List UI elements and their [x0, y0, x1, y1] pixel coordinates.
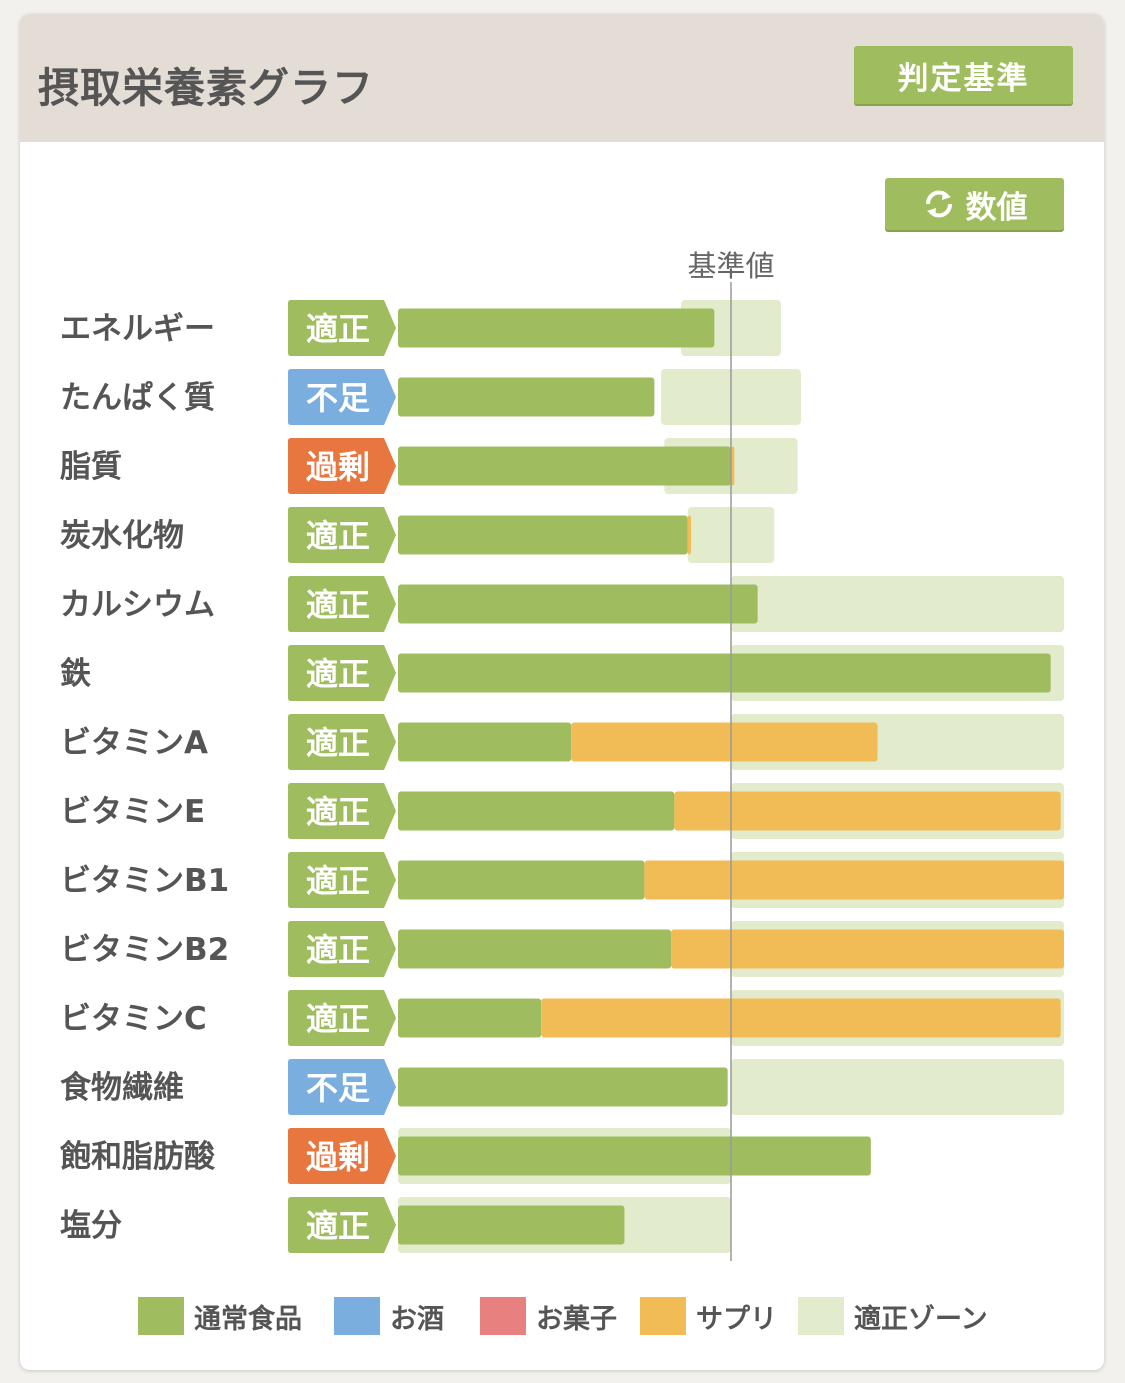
bar-supplement — [674, 791, 1061, 831]
nutrient-label: ビタミンA — [60, 725, 208, 761]
chart-legend: 通常食品 お酒 お菓子 サプリ 適正ゾーン — [20, 1296, 1104, 1336]
status-badge-label: 適正 — [306, 655, 370, 693]
status-badge — [288, 783, 396, 839]
legend-label: 通常食品 — [194, 1303, 302, 1335]
legend-swatch — [798, 1297, 844, 1335]
status-badge-label: 適正 — [306, 1000, 370, 1038]
nutrient-label: たんぱく質 — [60, 380, 215, 416]
legend-item: 適正ゾーン — [798, 1296, 988, 1336]
status-badge-label: 適正 — [306, 586, 370, 624]
bar-normal-food — [398, 446, 731, 486]
status-badge-label: 適正 — [306, 793, 370, 831]
legend-item: サプリ — [640, 1296, 777, 1336]
nutrient-label: ビタミンE — [60, 794, 205, 830]
values-button-label: 数値 — [965, 189, 1028, 226]
status-badge — [288, 300, 396, 356]
bar-normal-food — [398, 1067, 728, 1107]
status-badge — [288, 576, 396, 632]
nutrient-label: 飽和脂肪酸 — [60, 1139, 216, 1175]
bar-supplement — [571, 722, 878, 762]
legend-label: お酒 — [390, 1303, 444, 1335]
legend-label: サプリ — [696, 1303, 777, 1335]
proper-zone-band — [731, 576, 1064, 632]
status-badge — [288, 369, 396, 425]
nutrient-label: 塩分 — [60, 1208, 122, 1244]
status-badge-label: 不足 — [306, 379, 370, 417]
criteria-button[interactable]: 判定基準 — [854, 46, 1073, 104]
status-badge — [288, 1197, 396, 1253]
status-badge — [288, 1128, 396, 1184]
nutrient-label: ビタミンC — [60, 1001, 207, 1037]
legend-swatch — [640, 1297, 686, 1335]
bar-normal-food — [398, 998, 542, 1038]
reference-label: 基準値 — [687, 249, 774, 283]
status-badge-label: 適正 — [306, 1207, 370, 1245]
bar-supplement — [671, 929, 1064, 969]
status-badge — [288, 1059, 396, 1115]
legend-swatch — [480, 1297, 526, 1335]
legend-swatch — [334, 1297, 380, 1335]
legend-item: 通常食品 — [138, 1296, 302, 1336]
status-badge — [288, 438, 396, 494]
legend-item: お酒 — [334, 1296, 444, 1336]
bar-normal-food — [398, 584, 758, 624]
status-badge — [288, 645, 396, 701]
status-badge-label: 適正 — [306, 931, 370, 969]
bar-supplement — [541, 998, 1061, 1038]
nutrient-label: 脂質 — [60, 449, 122, 485]
legend-label: お菓子 — [536, 1303, 617, 1335]
bar-normal-food — [398, 1136, 871, 1176]
status-badge-label: 過剰 — [306, 448, 370, 486]
status-badge-label: 適正 — [306, 724, 370, 762]
bar-supplement — [731, 446, 735, 486]
status-badge — [288, 852, 396, 908]
bar-normal-food — [398, 1205, 625, 1245]
status-badge — [288, 921, 396, 977]
bar-normal-food — [398, 377, 655, 417]
status-badge — [288, 507, 396, 563]
bar-normal-food — [398, 929, 672, 969]
nutrient-label: 炭水化物 — [60, 518, 184, 554]
legend-swatch — [138, 1297, 184, 1335]
nutrient-label: カルシウム — [60, 587, 215, 623]
status-badge — [288, 714, 396, 770]
bar-normal-food — [398, 515, 688, 555]
status-badge-label: 不足 — [306, 1069, 370, 1107]
status-badge-label: 適正 — [306, 310, 370, 348]
status-badge-label: 過剰 — [306, 1138, 370, 1176]
bar-supplement — [644, 860, 1064, 900]
values-toggle-button[interactable]: 数値 — [885, 178, 1064, 230]
bar-normal-food — [398, 653, 1051, 693]
bar-normal-food — [398, 722, 572, 762]
refresh-icon — [925, 190, 952, 218]
nutrient-label: ビタミンB2 — [60, 932, 229, 968]
status-badge-label: 適正 — [306, 862, 370, 900]
nutrient-graph-card: 摂取栄養素グラフ 判定基準 数値 エネルギー 適正 たんぱく質 不足 脂質 過剰 炭水化物適… — [20, 14, 1104, 1370]
nutrient-label: 食物繊維 — [60, 1070, 184, 1106]
legend-item: お菓子 — [480, 1296, 617, 1336]
legend-label: 適正ゾーン — [854, 1303, 988, 1335]
bar-normal-food — [398, 860, 645, 900]
nutrient-label: エネルギー — [60, 311, 215, 347]
card-header: 摂取栄養素グラフ 判定基準 — [20, 14, 1104, 142]
nutrient-label: 鉄 — [60, 656, 91, 692]
bar-normal-food — [398, 791, 675, 831]
page-title: 摂取栄養素グラフ — [38, 64, 374, 112]
status-badge — [288, 990, 396, 1046]
nutrient-label: ビタミンB1 — [60, 863, 229, 899]
bar-normal-food — [398, 308, 715, 348]
proper-zone-band — [731, 1059, 1064, 1115]
status-badge-label: 適正 — [306, 517, 370, 555]
bar-supplement — [687, 515, 692, 555]
